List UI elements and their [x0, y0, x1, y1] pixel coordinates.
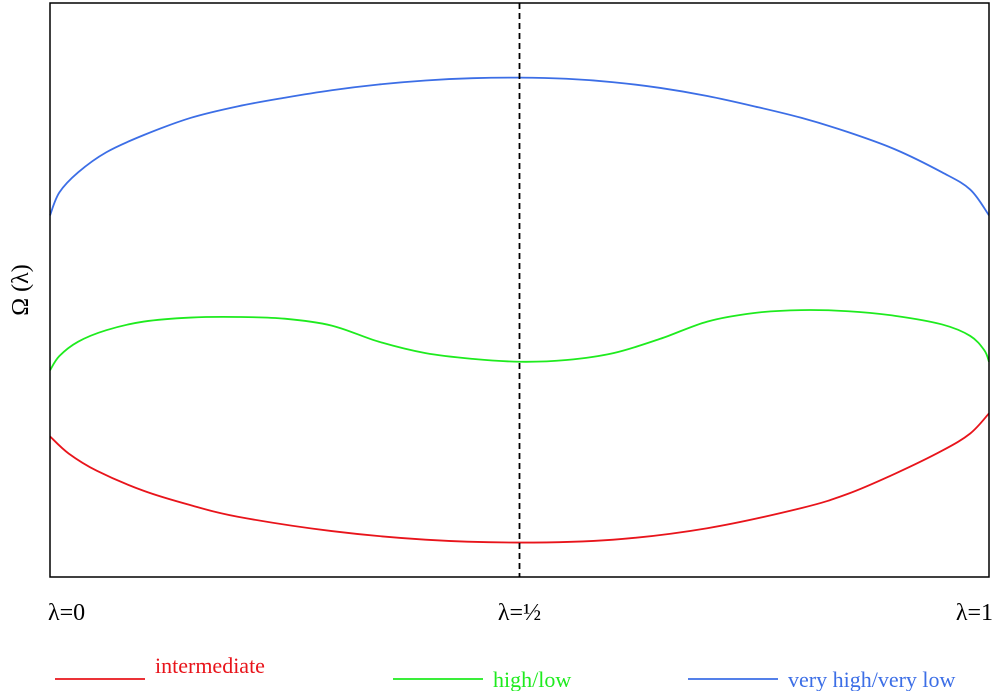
x-tick-labels: λ=0 λ=½ λ=1 [48, 600, 993, 626]
series-line-intermediate [49, 412, 990, 544]
legend-label: high/low [493, 667, 571, 691]
x-tick-label: λ=1 [956, 600, 993, 626]
y-axis-label: Ω (λ) [8, 264, 34, 315]
series-line-very-high-very-low [49, 76, 990, 216]
plot-lines [49, 76, 990, 544]
legend: intermediate high/low very high/very low [55, 653, 956, 691]
legend-label: very high/very low [788, 667, 956, 691]
series-line-high-low [49, 309, 990, 371]
x-tick-label: λ=0 [48, 600, 85, 626]
x-tick-label: λ=½ [498, 600, 541, 626]
plot-frame [49, 2, 990, 578]
legend-label: intermediate [155, 653, 265, 678]
